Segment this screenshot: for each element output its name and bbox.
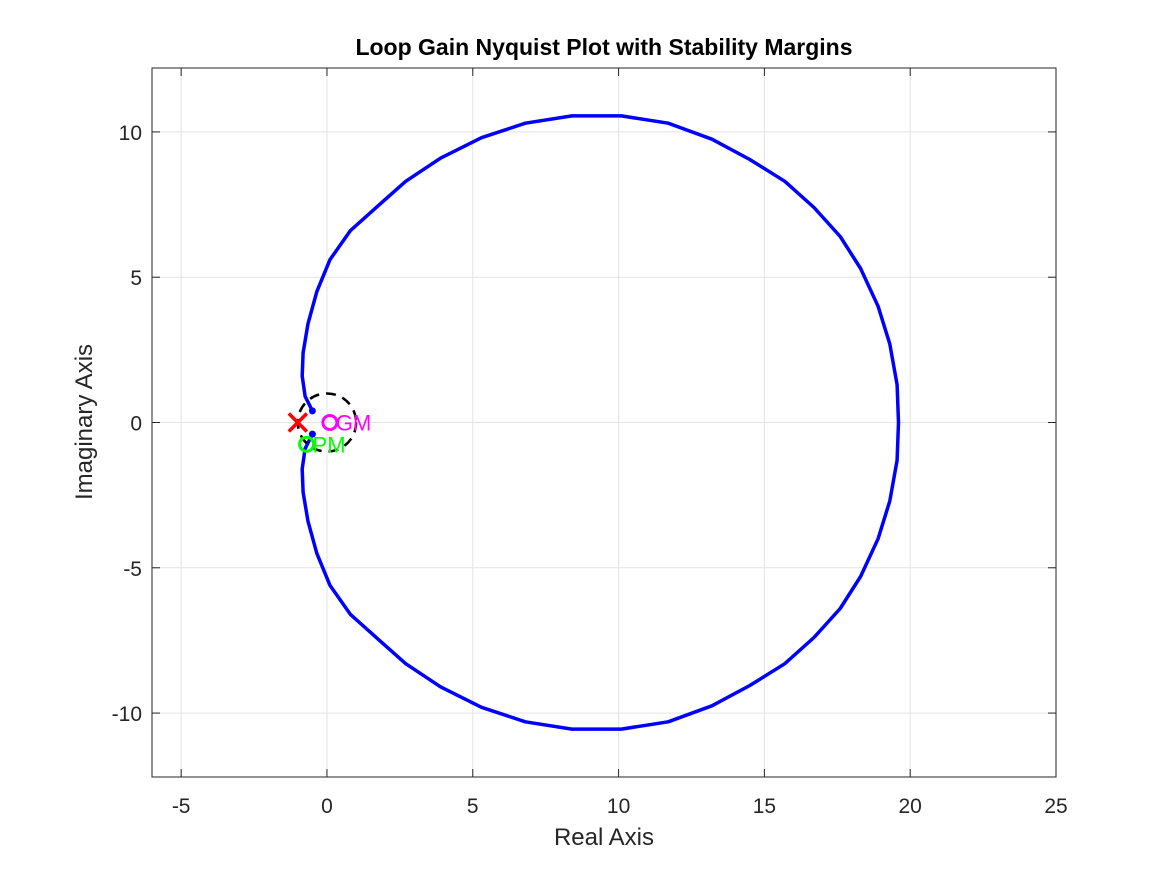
y-tick-label: -10 xyxy=(112,703,142,726)
y-axis-label: Imaginary Axis xyxy=(71,344,98,500)
y-tick-label: 5 xyxy=(130,267,142,290)
y-tick-label: 10 xyxy=(119,122,142,145)
curve-endpoint-marker xyxy=(308,430,316,438)
ticks: -5 0 5 10 15 20 25 -10 -5 0 5 10 xyxy=(112,68,1068,818)
margin-marker-pm xyxy=(298,435,316,453)
x-tick-label: 15 xyxy=(753,795,776,818)
x-tick-label: 20 xyxy=(899,795,922,818)
y-tick-label: -5 xyxy=(123,558,142,581)
x-tick-label: 25 xyxy=(1044,795,1067,818)
y-tick-label: 0 xyxy=(130,413,142,436)
x-tick-label: 5 xyxy=(467,795,479,818)
critical-point-marker xyxy=(287,412,309,433)
x-tick-label: 0 xyxy=(321,795,333,818)
grid xyxy=(152,68,1057,777)
chart-title: Loop Gain Nyquist Plot with Stability Ma… xyxy=(355,34,852,60)
curve-endpoint-marker xyxy=(308,407,316,415)
margin-label-pm: PM xyxy=(313,432,346,457)
x-tick-label: 10 xyxy=(607,795,630,818)
margin-marker-gm xyxy=(321,414,339,431)
x-axis-label: Real Axis xyxy=(554,824,654,851)
margin-label-gm: GM xyxy=(336,411,371,436)
x-tick-label: -5 xyxy=(172,795,191,818)
nyquist-curve xyxy=(300,114,901,731)
